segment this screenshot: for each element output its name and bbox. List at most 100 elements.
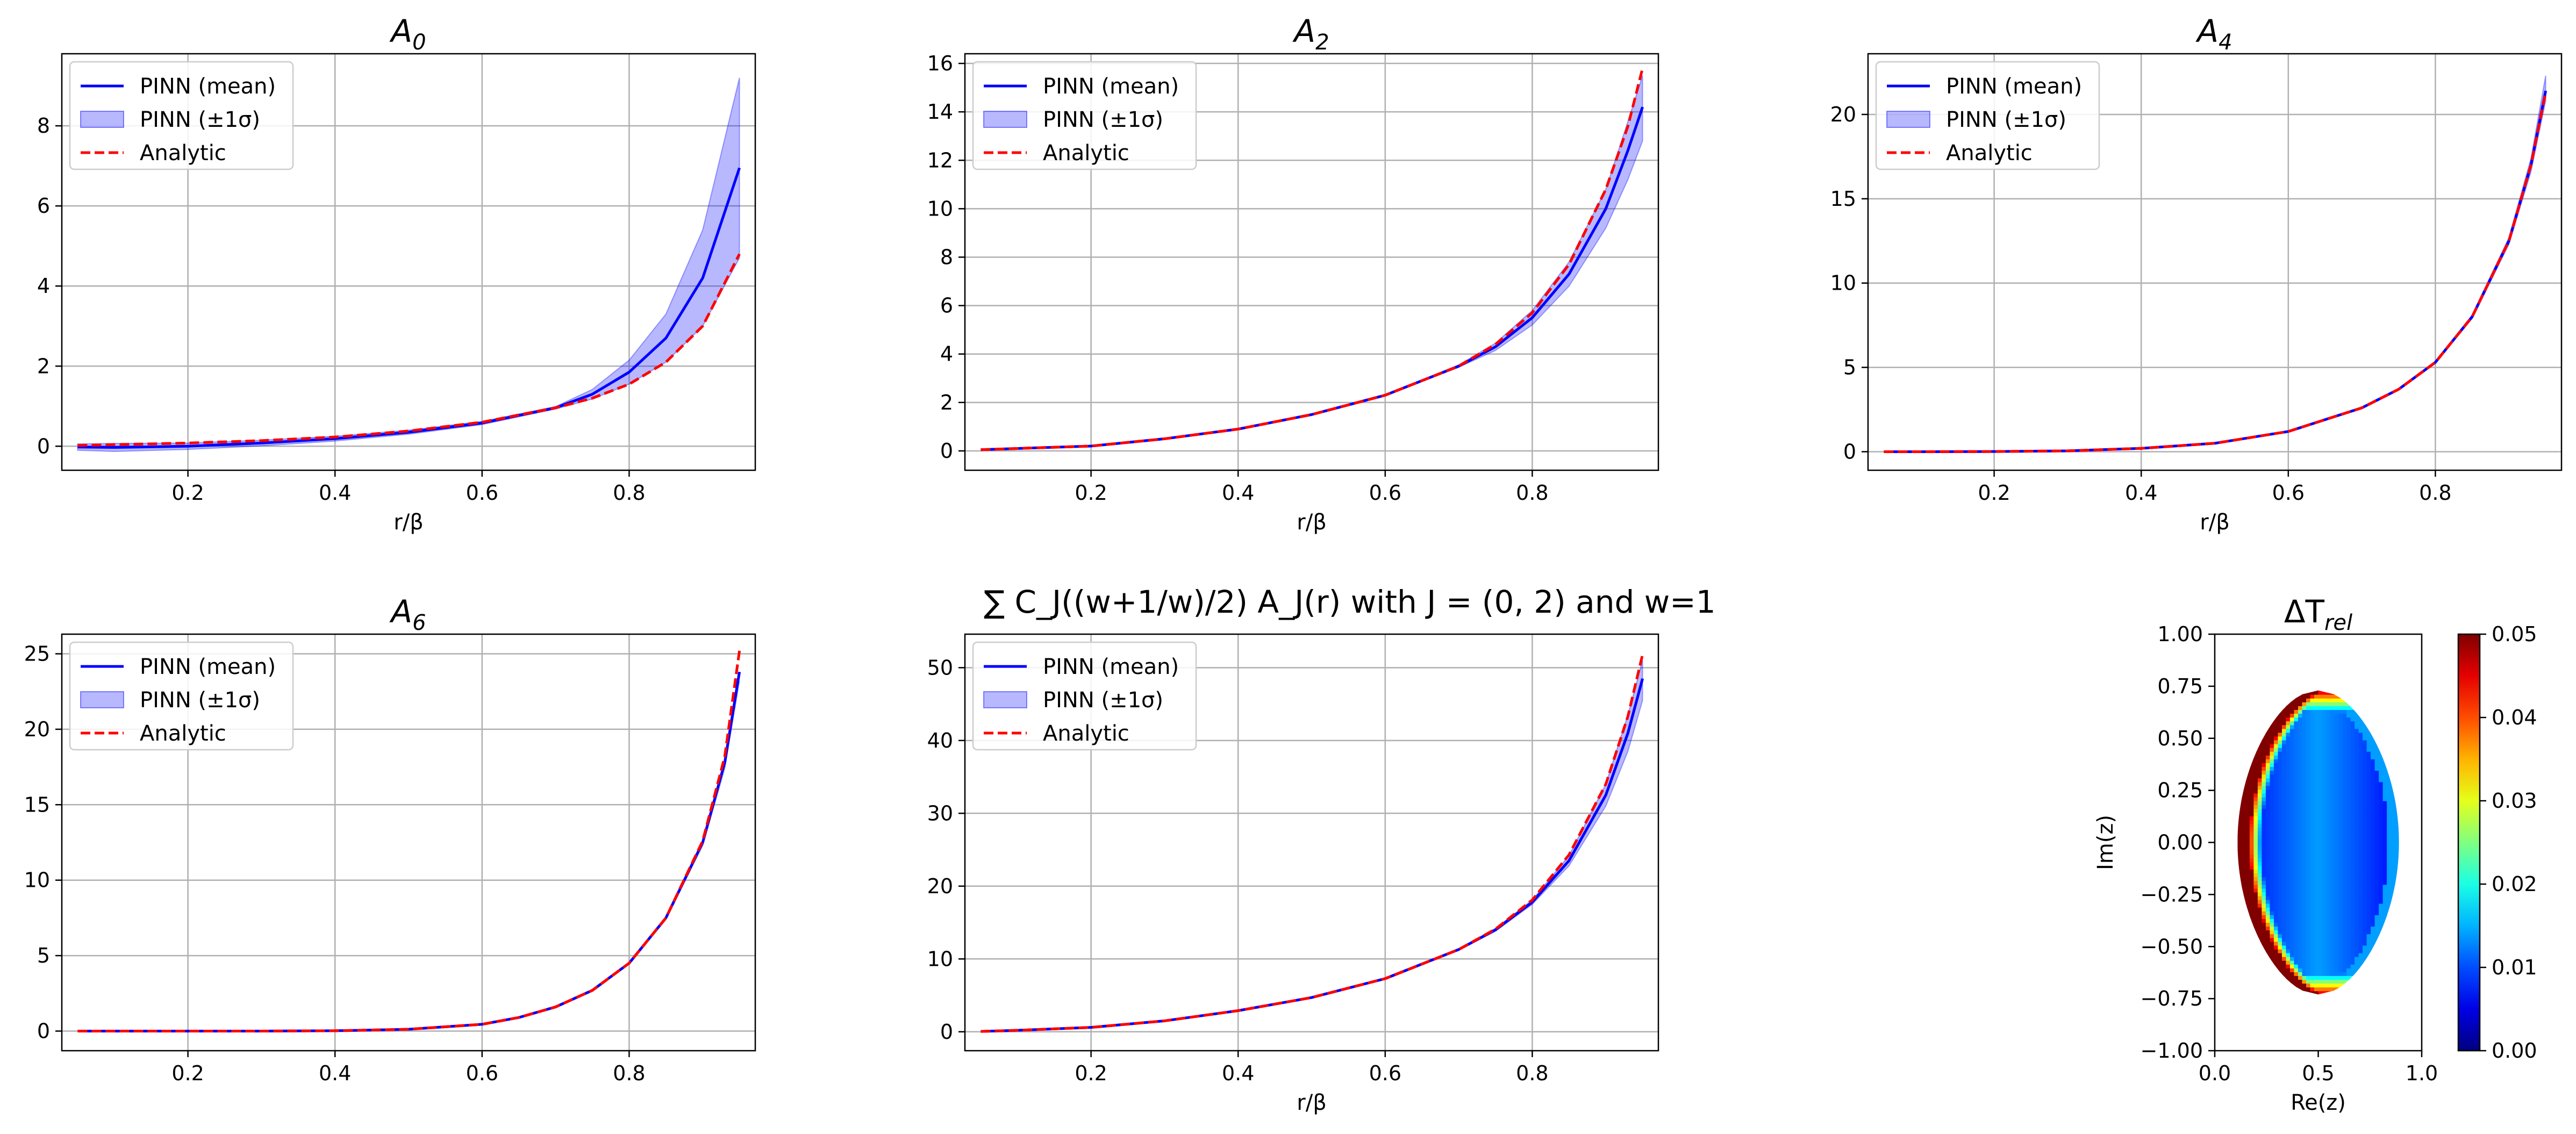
heatmap-cell — [2289, 728, 2295, 733]
heatmap-cell — [2286, 827, 2291, 832]
heatmap-cell — [2314, 899, 2319, 904]
heatmap-cell — [2326, 823, 2331, 828]
heatmap-cell — [2253, 850, 2258, 855]
x-tick-label: 0.4 — [1222, 1061, 1254, 1085]
heatmap-cell — [2363, 815, 2367, 821]
heatmap-cell — [2350, 952, 2356, 957]
heatmap-cell — [2241, 838, 2246, 843]
heatmap-cell — [2281, 781, 2287, 786]
heatmap-cell — [2237, 960, 2242, 965]
heatmap-cell — [2302, 910, 2307, 915]
heatmap-cell — [2237, 770, 2242, 775]
heatmap-cell — [2342, 762, 2348, 767]
heatmap-cell — [2241, 930, 2246, 935]
heatmap-cell — [2253, 941, 2258, 946]
heatmap-cell — [2265, 934, 2271, 938]
heatmap-cell — [2371, 736, 2375, 741]
heatmap-cell — [2237, 789, 2242, 794]
heatmap-cell — [2310, 808, 2315, 813]
heatmap-cell — [2346, 808, 2351, 813]
heatmap-cell — [2330, 705, 2335, 710]
heatmap-cell — [2358, 922, 2364, 927]
heatmap-cell — [2374, 888, 2380, 893]
heatmap-cell — [2346, 831, 2351, 836]
heatmap-cell — [2241, 956, 2246, 961]
heatmap-cell — [2350, 831, 2356, 836]
heatmap-cell — [2330, 831, 2335, 836]
heatmap-cell — [2257, 956, 2263, 961]
y-tick-label: 0 — [37, 1019, 50, 1043]
legend-swatch-band — [80, 691, 124, 708]
heatmap-cell — [2245, 755, 2250, 759]
heatmap-cell — [2270, 770, 2274, 775]
heatmap-cell — [2366, 804, 2372, 809]
heatmap-cell — [2363, 835, 2367, 839]
heatmap-cell — [2346, 701, 2351, 706]
y-tick-label: 4 — [940, 342, 953, 366]
heatmap-cell — [2253, 728, 2258, 733]
heatmap-cell — [2306, 736, 2311, 741]
heatmap-cell — [2310, 762, 2315, 767]
heatmap-cell — [2273, 758, 2279, 763]
heatmap-cell — [2330, 960, 2335, 965]
heatmap-cell — [2395, 743, 2399, 748]
heatmap-cell — [2395, 804, 2399, 809]
heatmap-cell — [2330, 793, 2335, 798]
heatmap-cell — [2371, 907, 2375, 911]
heatmap-cell — [2395, 781, 2399, 786]
heatmap-cell — [2286, 884, 2291, 889]
heatmap-cell — [2395, 705, 2399, 710]
heatmap-cell — [2286, 941, 2291, 946]
heatmap-cell — [2326, 937, 2331, 942]
heatmap-cell — [2306, 838, 2311, 843]
heatmap-cell — [2322, 835, 2327, 839]
heatmap-cell — [2322, 880, 2327, 885]
heatmap-cell — [2286, 770, 2291, 775]
heatmap-cell — [2286, 960, 2291, 965]
heatmap-cell — [2326, 975, 2331, 980]
heatmap-cell — [2245, 979, 2250, 984]
heatmap-cell — [2358, 709, 2364, 714]
heatmap-cell — [2289, 869, 2295, 874]
heatmap-cell — [2265, 918, 2271, 923]
heatmap-cell — [2289, 812, 2295, 816]
y-tick-label: 25 — [24, 642, 50, 666]
heatmap-cell — [2326, 838, 2331, 843]
heatmap-cell — [2318, 914, 2323, 919]
heatmap-cell — [2350, 956, 2356, 961]
heatmap-cell — [2358, 945, 2364, 950]
heatmap-cell — [2294, 831, 2299, 836]
heatmap-cell — [2379, 724, 2384, 729]
heatmap-cell — [2322, 960, 2327, 965]
heatmap-cell — [2306, 747, 2311, 752]
heatmap-cell — [2350, 724, 2356, 729]
heatmap-cell — [2281, 732, 2287, 737]
heatmap-cell — [2355, 835, 2359, 839]
heatmap-cell — [2350, 812, 2356, 816]
heatmap-cell — [2281, 701, 2287, 706]
heatmap-cell — [2257, 877, 2263, 881]
heatmap-cell — [2237, 747, 2242, 752]
heatmap-cell — [2350, 800, 2356, 805]
heatmap-cell — [2387, 922, 2392, 927]
heatmap-cell — [2350, 846, 2356, 851]
heatmap-cell — [2245, 785, 2250, 790]
heatmap-cell — [2395, 869, 2399, 874]
legend-entry: PINN (mean) — [140, 655, 276, 679]
heatmap-cell — [2306, 914, 2311, 919]
heatmap-cell — [2270, 736, 2274, 741]
heatmap-cell — [2314, 861, 2319, 866]
heatmap-cell — [2289, 930, 2295, 935]
heatmap-cell — [2391, 690, 2396, 695]
heatmap-cell — [2314, 694, 2319, 699]
heatmap-cell — [2306, 899, 2311, 904]
heatmap-cell — [2314, 941, 2319, 946]
heatmap-cell — [2358, 728, 2364, 733]
heatmap-cell — [2245, 956, 2250, 961]
heatmap-cell — [2326, 778, 2331, 783]
heatmap-cell — [2355, 789, 2359, 794]
heatmap-cell — [2350, 979, 2356, 984]
heatmap-cell — [2281, 736, 2287, 741]
heatmap-cell — [2286, 804, 2291, 809]
heatmap-cell — [2326, 762, 2331, 767]
